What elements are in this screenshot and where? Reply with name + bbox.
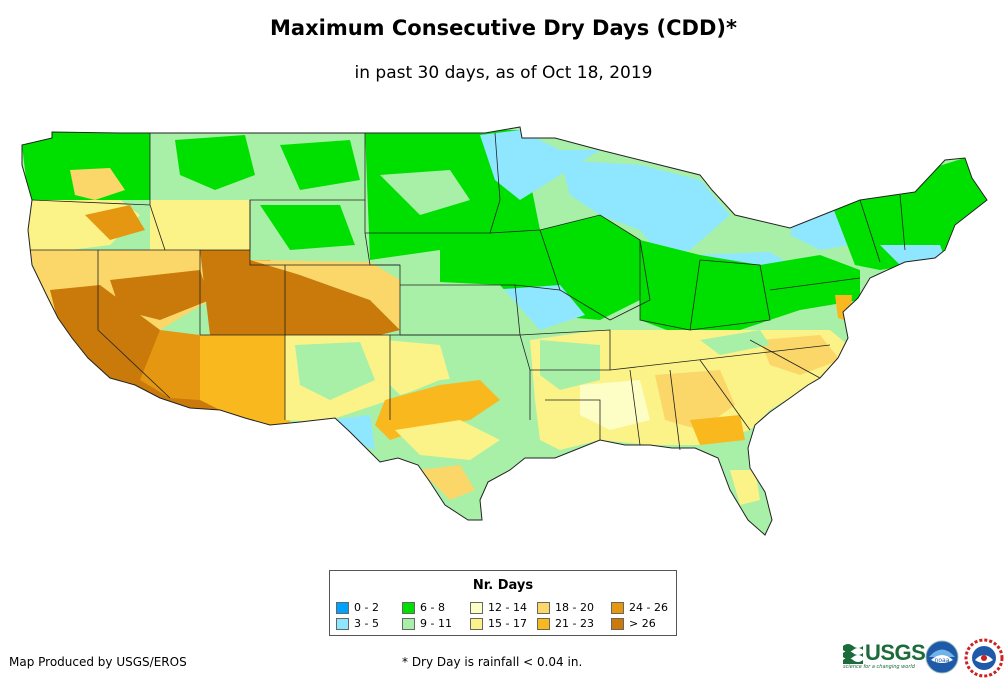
legend-label: 6 - 8: [420, 601, 445, 614]
nws-logo: [964, 638, 1004, 678]
legend-swatch: [611, 601, 624, 614]
legend-swatch: [402, 601, 415, 614]
legend-item: > 26: [611, 617, 656, 630]
dry-day-footnote: * Dry Day is rainfall < 0.04 in.: [402, 655, 583, 669]
legend: Nr. Days 0 - 2 3 - 5 6 - 8 9 - 11 12 - 14 15 …: [329, 570, 677, 636]
legend-label: 9 - 11: [420, 617, 452, 630]
legend-swatch: [336, 617, 349, 630]
legend-item: 21 - 23: [537, 617, 594, 630]
legend-label: 0 - 2: [354, 601, 379, 614]
usgs-logo-text: USGS: [865, 640, 926, 665]
legend-label: 21 - 23: [555, 617, 594, 630]
legend-swatch: [470, 601, 483, 614]
legend-label: 12 - 14: [488, 601, 527, 614]
usgs-wave-icon: [843, 644, 863, 664]
legend-item: 15 - 17: [470, 617, 527, 630]
legend-item: 6 - 8: [402, 601, 445, 614]
legend-swatch: [336, 601, 349, 614]
legend-item: 12 - 14: [470, 601, 527, 614]
legend-label: 24 - 26: [629, 601, 668, 614]
usgs-tagline: science for a changing world: [843, 664, 915, 670]
legend-item: 3 - 5: [336, 617, 379, 630]
legend-label: > 26: [629, 617, 656, 630]
map-title: Maximum Consecutive Dry Days (CDD)*: [270, 16, 737, 40]
legend-label: 15 - 17: [488, 617, 527, 630]
legend-swatch: [611, 617, 624, 630]
legend-swatch: [537, 617, 550, 630]
legend-item: 9 - 11: [402, 617, 452, 630]
legend-item: 0 - 2: [336, 601, 379, 614]
legend-swatch: [402, 617, 415, 630]
us-dry-days-map: [21, 126, 988, 536]
legend-label: 18 - 20: [555, 601, 594, 614]
map-credit: Map Produced by USGS/EROS: [9, 655, 187, 669]
legend-item: 24 - 26: [611, 601, 668, 614]
noaa-logo: noaa: [925, 640, 959, 674]
legend-label: 3 - 5: [354, 617, 379, 630]
legend-item: 18 - 20: [537, 601, 594, 614]
legend-title: Nr. Days: [472, 578, 534, 593]
map-subtitle: in past 30 days, as of Oct 18, 2019: [354, 63, 653, 83]
noaa-logo-text: noaa: [935, 657, 950, 664]
legend-swatch: [470, 617, 483, 630]
legend-swatch: [537, 601, 550, 614]
usgs-logo: USGS: [843, 640, 926, 666]
